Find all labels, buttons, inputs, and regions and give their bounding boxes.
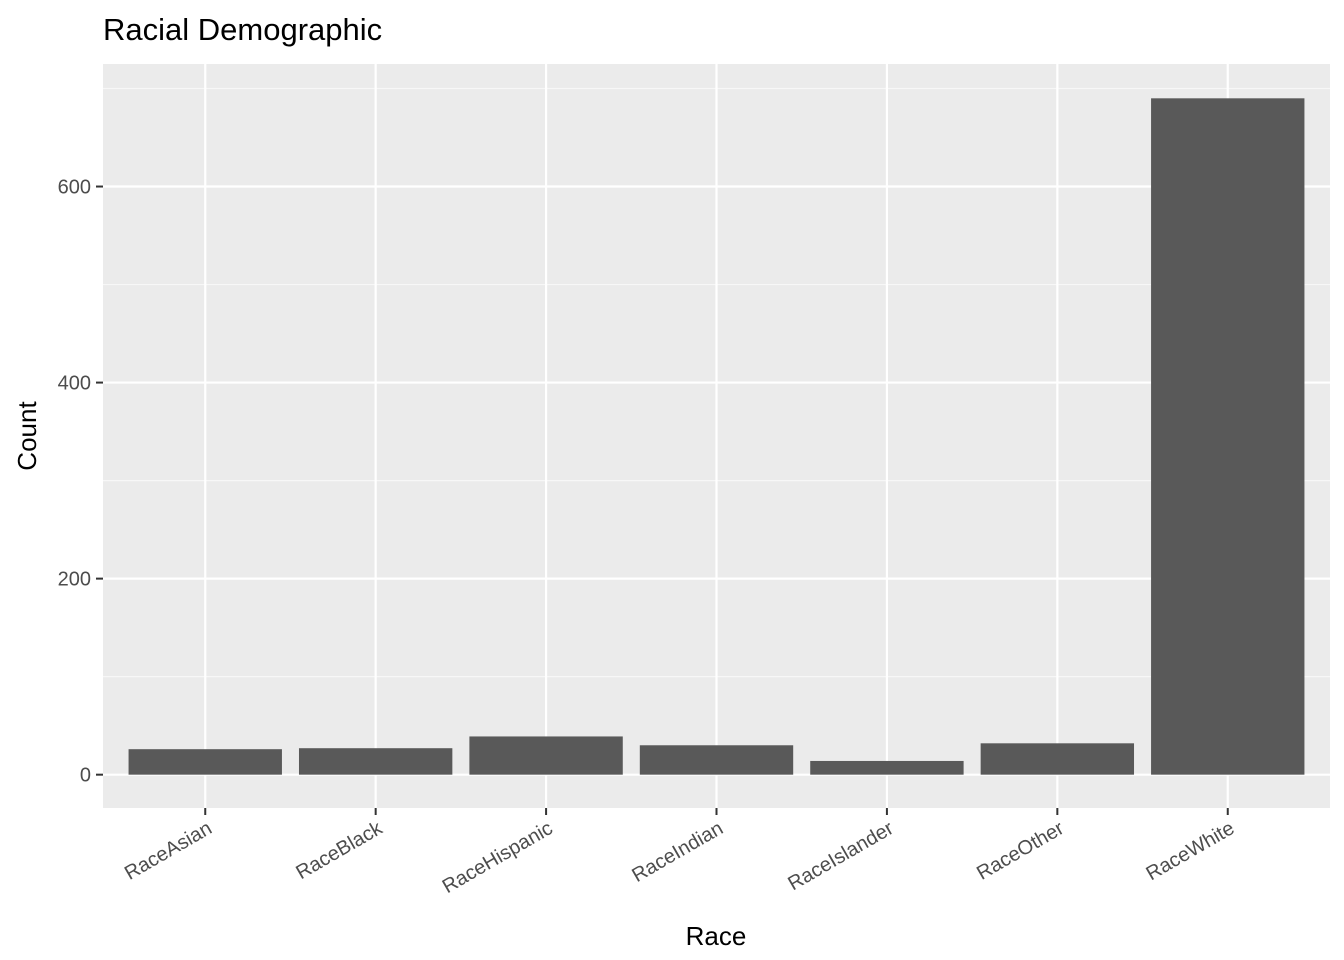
x-tick-label: RaceBlack: [292, 817, 387, 884]
chart-title: Racial Demographic: [103, 12, 382, 47]
x-tick-label: RaceIslander: [784, 817, 897, 895]
y-tick-label: 200: [58, 569, 91, 591]
bar-RaceIndian: [639, 745, 794, 775]
y-axis: 0 200 400 600: [58, 177, 103, 787]
bars: [128, 98, 1305, 775]
x-axis: RaceAsian RaceBlack RaceHispanic RaceIndian…: [121, 808, 1238, 898]
y-tick-label: 0: [80, 765, 91, 787]
bar-RaceOther: [980, 743, 1135, 775]
bar-RaceWhite: [1151, 98, 1305, 775]
x-tick-label: RaceIndian: [628, 817, 727, 887]
x-tick-label: RaceAsian: [121, 817, 216, 884]
x-tick-label: RaceHispanic: [439, 817, 557, 898]
bar-RaceIslander: [810, 760, 964, 775]
x-axis-title: Race: [686, 921, 747, 951]
x-tick-label: RaceOther: [973, 817, 1068, 885]
bar-RaceHispanic: [469, 736, 623, 775]
y-tick-label: 600: [58, 177, 91, 199]
bar-RaceAsian: [128, 749, 282, 775]
y-tick-label: 400: [58, 373, 91, 395]
y-axis-title: Count: [12, 401, 42, 471]
x-tick-label: RaceWhite: [1143, 817, 1239, 885]
bar-RaceBlack: [298, 748, 453, 775]
